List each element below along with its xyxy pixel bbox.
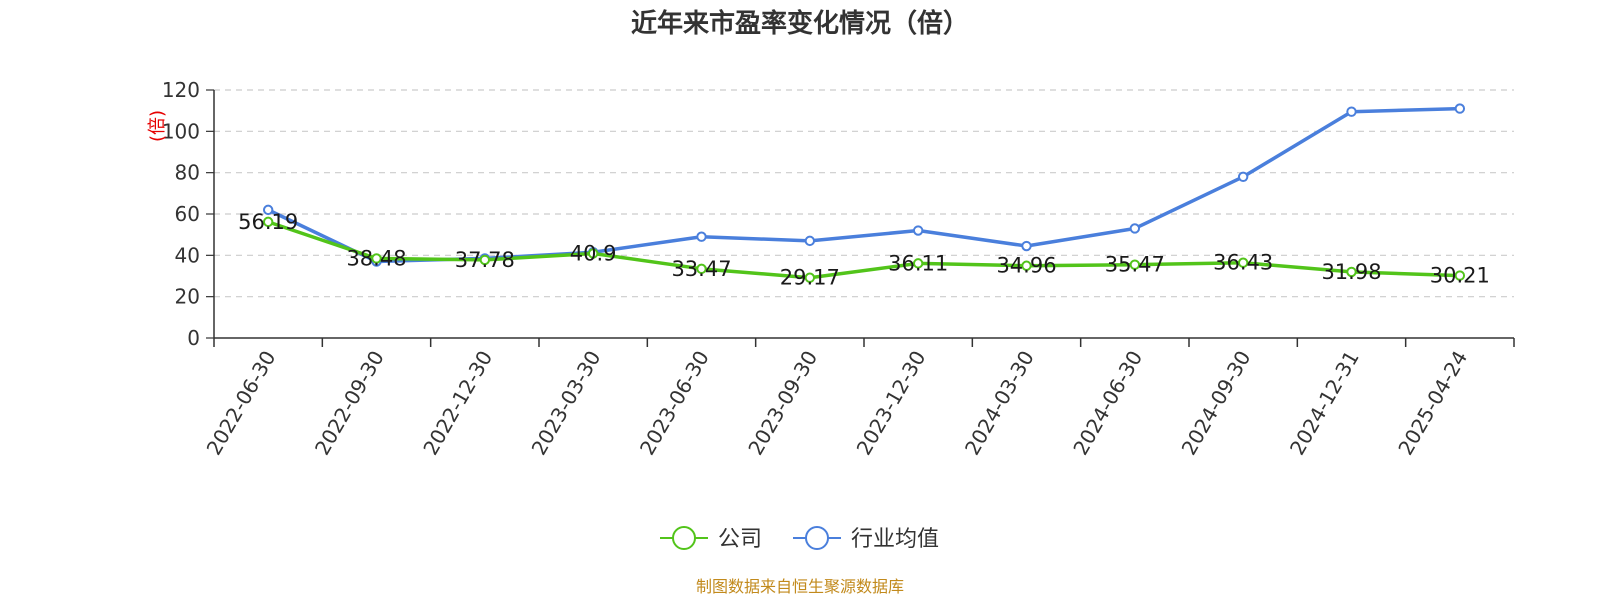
- data-point-company: [696, 263, 707, 275]
- legend-item-company[interactable]: 公司: [660, 526, 762, 552]
- data-point-industry-average: [1454, 103, 1466, 114]
- y-tick-label: 0: [187, 326, 200, 350]
- data-point-company: [371, 253, 382, 264]
- legend-label: 行业均值: [851, 527, 939, 552]
- data-label: 36.43: [1213, 251, 1273, 275]
- data-point-industry-average: [262, 204, 274, 216]
- x-tick-label: 2024-06-30: [1068, 347, 1147, 460]
- source-note: 制图数据来自恒生聚源数据库: [696, 577, 904, 596]
- y-tick-label: 40: [175, 243, 200, 267]
- data-label: 37.78: [455, 248, 515, 272]
- x-tick-label: 2024-12-31: [1285, 347, 1364, 460]
- data-point-company: [587, 248, 599, 259]
- y-tick-label: 20: [175, 285, 200, 309]
- data-label: 33.47: [671, 257, 731, 281]
- data-labels: 56.19 38.48 37.78 40.9 33.47 29.17 36.11 34.96 3…: [238, 210, 1490, 290]
- y-tick-label: 120: [162, 78, 200, 102]
- x-tick-label: 2022-09-30: [310, 347, 389, 460]
- data-label: 30.21: [1430, 264, 1490, 288]
- y-axis-label: (倍): [147, 110, 168, 142]
- data-point-industry-average: [804, 235, 816, 247]
- data-label: 31.98: [1321, 260, 1381, 284]
- data-point-industry-average: [912, 225, 924, 236]
- x-tick-label: 2025-04-24: [1393, 347, 1472, 460]
- gridlines: [214, 89, 1514, 298]
- data-point-company: [479, 254, 491, 266]
- y-axis: 0 20 40 60 80 100 120: [162, 78, 215, 350]
- y-tick-label: 60: [175, 202, 200, 226]
- data-point-industry-average: [1021, 240, 1032, 252]
- legend-item-industry-average[interactable]: 行业均值: [793, 526, 939, 552]
- data-label: 40.9: [570, 241, 617, 265]
- y-tick-label: 80: [175, 161, 200, 185]
- data-point-industry-average: [1129, 223, 1141, 234]
- data-point-company: [1021, 260, 1032, 271]
- x-tick-label: 2023-12-30: [852, 347, 931, 460]
- data-point-company: [1237, 257, 1249, 268]
- data-point-industry-average: [696, 231, 707, 242]
- x-tick-label: 2023-03-30: [527, 347, 606, 460]
- x-tick-label: 2024-03-30: [960, 347, 1039, 460]
- y-tick-label: 100: [162, 119, 200, 143]
- data-label: 56.19: [238, 210, 298, 234]
- data-point-company: [262, 216, 274, 228]
- x-axis: 2022-06-30 2022-09-30 2022-12-30 2023-03-30…: [202, 337, 1515, 460]
- data-point-company: [1346, 266, 1357, 278]
- data-point-industry-average: [1346, 106, 1357, 117]
- data-point-company: [912, 258, 924, 269]
- data-label: 29.17: [780, 266, 840, 290]
- data-label: 35.47: [1105, 253, 1165, 277]
- x-tick-label: 2022-12-30: [418, 347, 497, 460]
- x-tick-label: 2022-06-30: [202, 347, 281, 460]
- data-point-company: [804, 272, 816, 283]
- data-point-company: [1129, 259, 1141, 270]
- chart-title: 近年来市盈率变化情况（倍）: [631, 8, 969, 39]
- x-tick-label: 2023-09-30: [743, 347, 822, 460]
- x-tick-label: 2023-06-30: [635, 347, 714, 460]
- data-label: 36.11: [888, 251, 948, 275]
- series-line-company: [267, 220, 1460, 280]
- series-lines: [262, 103, 1466, 283]
- legend-circle-icon: [805, 526, 829, 550]
- data-point-company: [1454, 270, 1466, 281]
- legend-label: 公司: [718, 527, 762, 552]
- legend-circle-icon: [672, 526, 696, 550]
- x-tick-label: 2024-09-30: [1177, 347, 1256, 460]
- legend: 公司 行业均值: [660, 526, 939, 552]
- data-point-industry-average: [1237, 171, 1249, 183]
- data-label: 34.96: [996, 254, 1056, 278]
- data-label: 38.48: [346, 246, 406, 270]
